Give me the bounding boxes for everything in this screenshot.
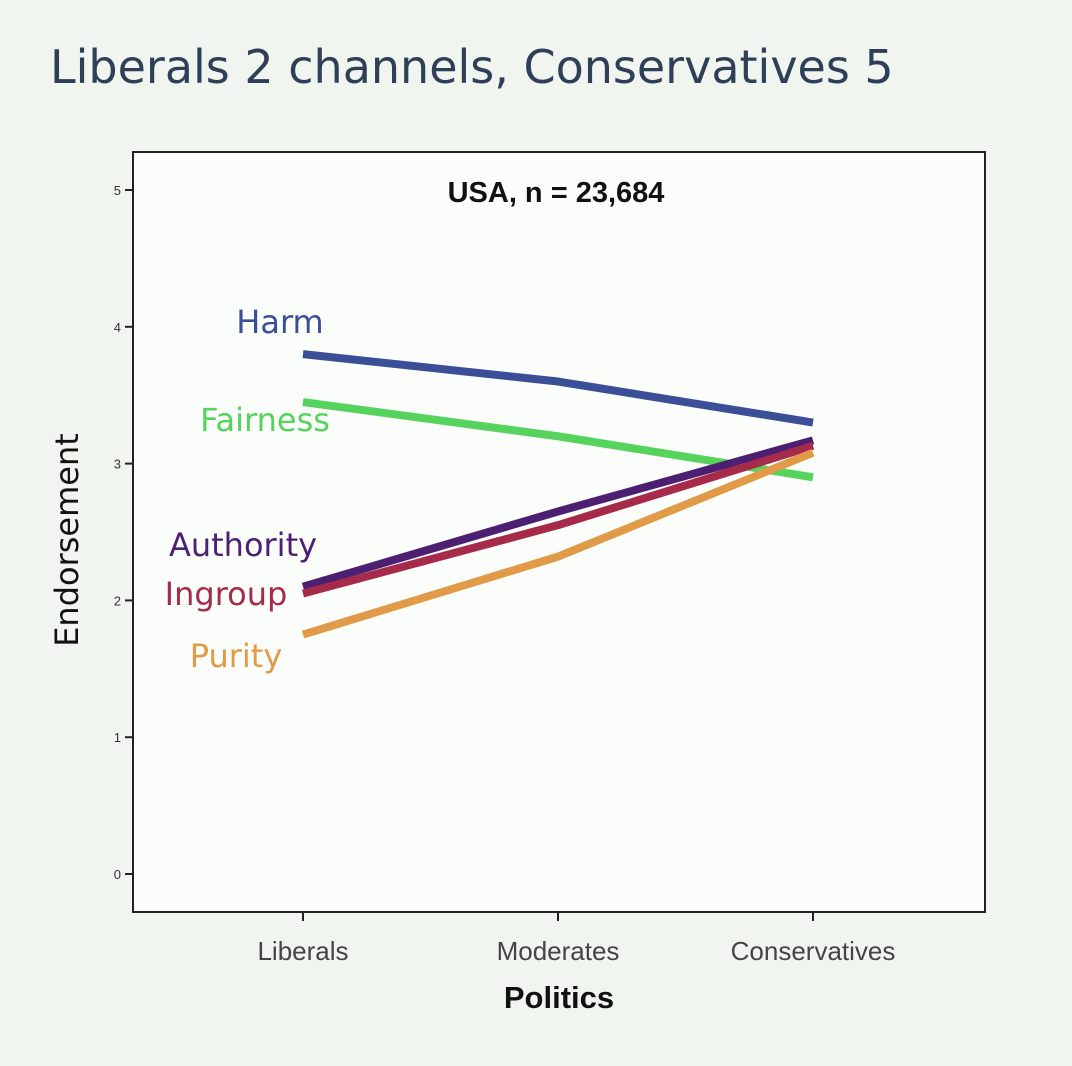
plot-area (132, 151, 986, 913)
series-label-ingroup: Ingroup (165, 575, 288, 613)
y-tick-label: 4 (114, 320, 121, 335)
x-tick-label: Moderates (497, 936, 620, 966)
series-labels: Harm Fairness Authority Ingroup Purity (165, 303, 330, 675)
y-tick-label: 5 (114, 183, 121, 198)
series-line-ingroup (301, 441, 815, 598)
x-tick-label: Conservatives (731, 936, 896, 966)
series-line-harm (302, 350, 814, 427)
series-line-purity (301, 448, 815, 639)
slide-title: Liberals 2 channels, Conservatives 5 (50, 40, 894, 94)
x-axis-title: Politics (504, 980, 614, 1015)
series-line-authority (301, 436, 815, 591)
y-axis: 0 1 2 3 4 5 (114, 183, 133, 882)
x-axis: Liberals Moderates Conservatives (257, 912, 895, 966)
series-label-harm: Harm (236, 303, 323, 341)
y-tick-label: 1 (114, 730, 121, 745)
y-tick-label: 3 (114, 457, 121, 472)
series-label-fairness: Fairness (200, 401, 330, 439)
series-label-purity: Purity (190, 637, 283, 675)
y-tick-label: 0 (114, 867, 121, 882)
series-label-authority: Authority (169, 526, 317, 564)
chart-title: USA, n = 23,684 (448, 177, 665, 209)
y-axis-title: Endorsement (48, 433, 86, 647)
series-lines (301, 350, 815, 639)
y-tick-label: 2 (114, 593, 121, 608)
x-tick-label: Liberals (257, 936, 348, 966)
